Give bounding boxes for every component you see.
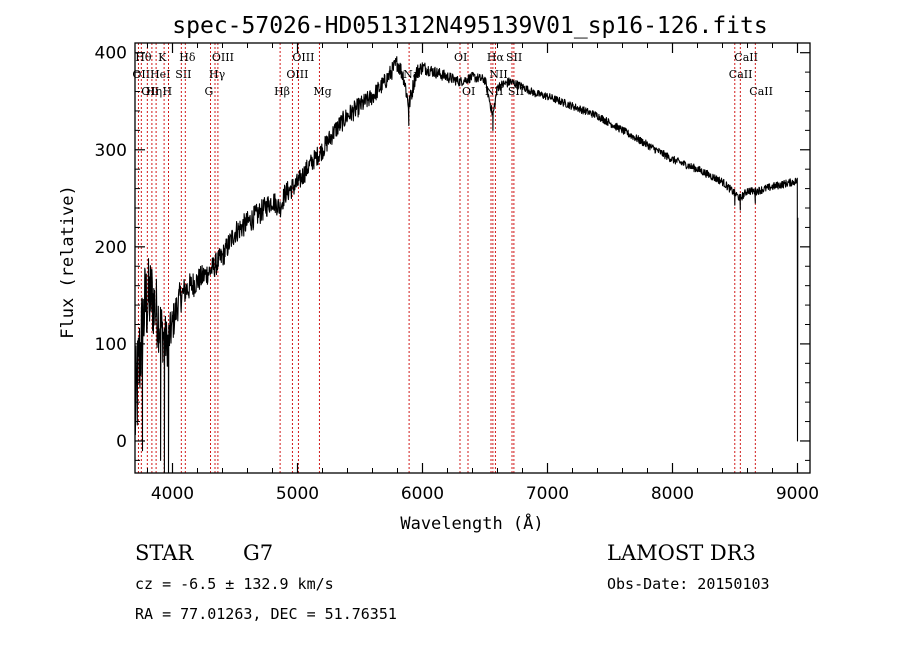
line-marker-label-23: SII <box>508 85 524 98</box>
y-tick-label-4: 400 <box>95 44 127 64</box>
line-marker-label-3: Hη <box>146 85 162 98</box>
obs-date: Obs-Date: 20150103 <box>607 575 770 593</box>
line-marker-label-11: OIII <box>212 51 234 64</box>
line-marker-label-6: H <box>163 85 173 98</box>
x-tick-label-0: 4000 <box>151 484 194 504</box>
y-tick-label-0: 0 <box>116 432 127 452</box>
line-marker-label-0: OII <box>132 68 150 81</box>
y-tick-label-1: 100 <box>95 335 127 355</box>
y-tick-label-2: 200 <box>95 238 127 258</box>
line-marker-label-26: CaII <box>749 85 773 98</box>
line-marker-label-10: Hγ <box>209 68 226 81</box>
x-tick-label-1: 5000 <box>276 484 319 504</box>
line-marker-label-4: HeI <box>150 68 170 81</box>
plot-frame <box>134 42 811 474</box>
axis-ticks: 4000 5000 6000 7000 8000 9000 0 100 200 300 400 <box>95 43 819 504</box>
line-marker-label-24: CaII <box>729 68 753 81</box>
line-marker-label-2: OII <box>141 85 159 98</box>
coordinates: RA = 77.01263, DEC = 51.76351 <box>135 605 397 623</box>
line-marker-label-21: NII <box>489 68 507 81</box>
redshift-info: cz = -6.5 ± 132.9 km/s <box>135 575 334 593</box>
x-axis-label: Wavelength (Å) <box>400 512 543 534</box>
line-marker-label-18: OI <box>462 85 475 98</box>
line-marker-label-15: Mg <box>313 85 331 98</box>
line-marker-label-9: G <box>205 85 214 98</box>
x-tick-label-2: 6000 <box>401 484 444 504</box>
survey-name: LAMOST DR3 <box>607 541 756 565</box>
line-marker-label-14: OIII <box>292 51 314 64</box>
line-marker-label-17: OI <box>454 51 467 64</box>
object-class: STAR <box>135 541 194 565</box>
line-marker-label-12: Hβ <box>274 85 290 98</box>
y-tick-label-3: 300 <box>95 141 127 161</box>
line-markers: OIIHθOIIHηHeIKHSIIHδGHγOIIIHβOIIIOIIIMgN… <box>132 43 773 473</box>
line-marker-label-7: SII <box>175 68 191 81</box>
line-marker-label-22: SII <box>506 51 522 64</box>
line-marker-label-25: CaII <box>734 51 758 64</box>
object-subclass: G7 <box>243 541 273 565</box>
spectrum-line <box>134 56 799 474</box>
chart-title: spec-57026-HD051312N495139V01_sp16-126.f… <box>172 13 767 39</box>
line-marker-label-8: Hδ <box>179 51 196 64</box>
line-marker-label-5: K <box>158 51 167 64</box>
line-marker-label-20: Hα <box>487 51 505 64</box>
x-tick-label-4: 8000 <box>651 484 694 504</box>
x-tick-label-3: 7000 <box>526 484 569 504</box>
line-marker-label-13: OIII <box>286 68 308 81</box>
spectrum-series <box>134 56 799 474</box>
y-axis-label: Flux (relative) <box>58 185 78 339</box>
x-tick-label-5: 9000 <box>776 484 819 504</box>
